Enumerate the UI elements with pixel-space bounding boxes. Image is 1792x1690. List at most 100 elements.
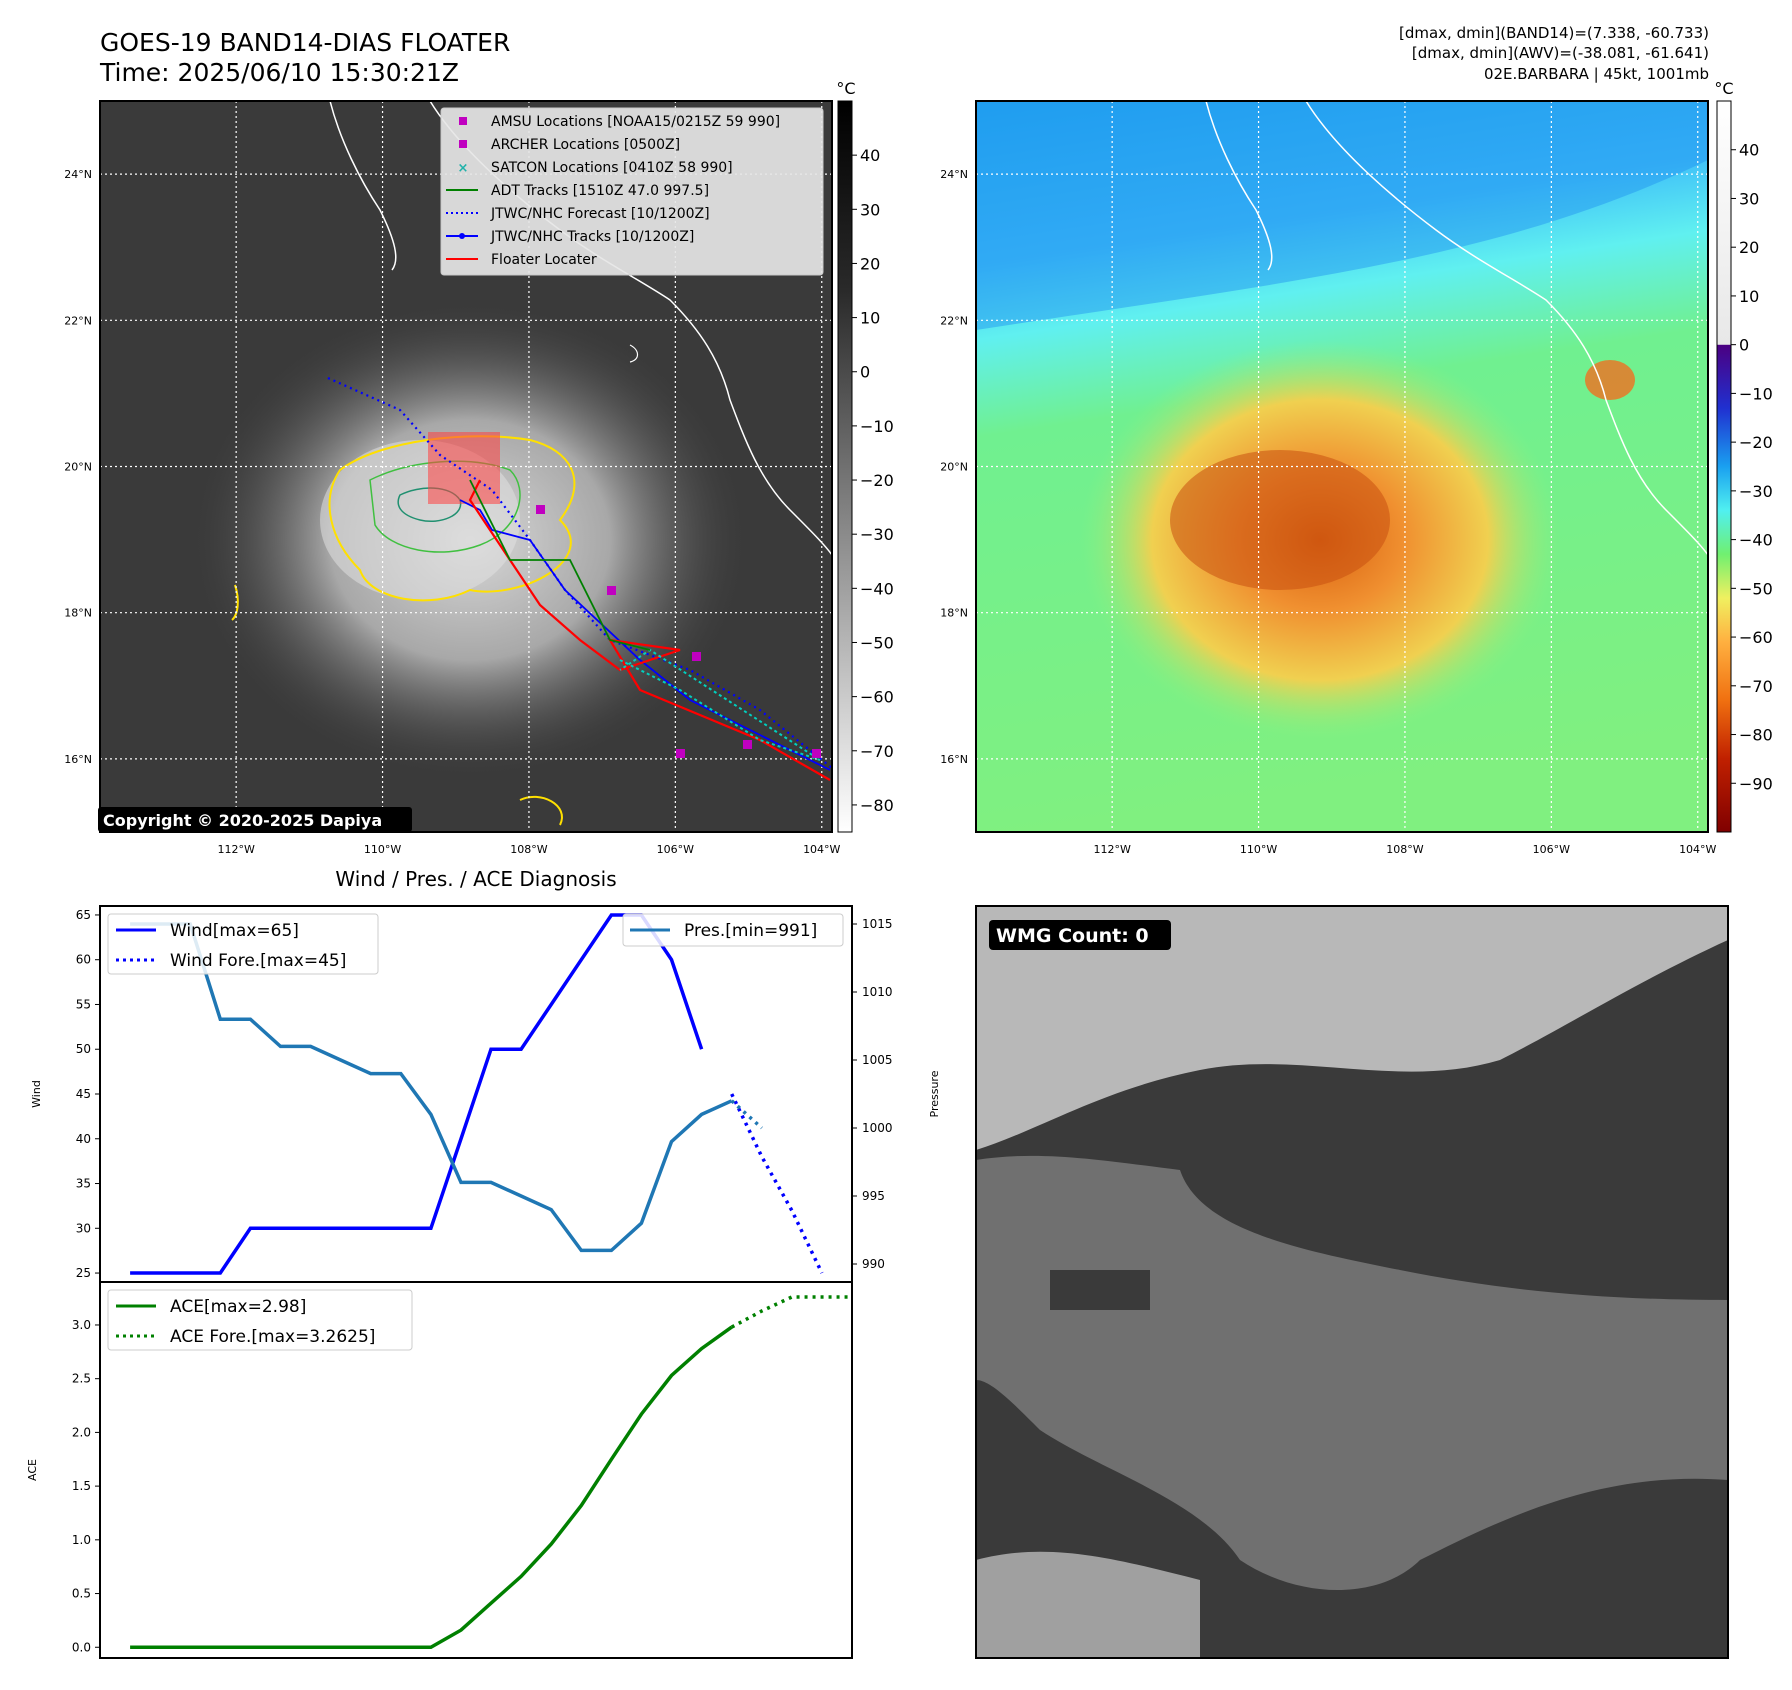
ir-lon-tick-label: 112°W [217, 843, 254, 856]
ace-tick-label: 0.5 [72, 1587, 91, 1601]
ace-fore-legend-label: ACE Fore.[max=3.2625] [170, 1327, 375, 1347]
awv-lon-tick-label: 112°W [1093, 843, 1130, 856]
pressure-tick-label: 1000 [862, 1121, 893, 1135]
pressure-tick-label: 1010 [862, 985, 893, 999]
ir-lon-tick-label: 108°W [510, 843, 547, 856]
ace-tick-label: 1.5 [72, 1479, 91, 1493]
wmg-dark-patch [1050, 1270, 1150, 1310]
colorbar-tick-label: −40 [860, 579, 894, 598]
legend-marker [459, 140, 467, 148]
colorbar-tick-label: −60 [860, 688, 894, 707]
colorbar-tick-label: −10 [860, 417, 894, 436]
ir-lat-tick-label: 16°N [64, 753, 92, 766]
colorbar-tick-label: −70 [860, 742, 894, 761]
wind-axis-label: Wind [30, 1080, 43, 1108]
legend-label: AMSU Locations [NOAA15/0215Z 59 990] [491, 114, 780, 130]
colorbar-tick-label: −30 [1739, 482, 1773, 501]
awv-lat-tick-label: 24°N [940, 168, 968, 181]
awv-colorbar-unit: °C [1714, 79, 1733, 98]
ir-map-frame [99, 100, 833, 833]
wmg-count-box [989, 920, 1171, 950]
ir-contour-yellow-south [519, 795, 563, 826]
ace-legend-label: ACE[max=2.98] [170, 1297, 306, 1317]
colorbar-tick-label: 20 [860, 254, 880, 273]
colorbar-tick-label: −70 [1739, 677, 1773, 696]
pressure-tick-label: 1005 [862, 1053, 893, 1067]
copyright-text: Copyright © 2020-2025 Dapiya [103, 811, 382, 830]
colorbar-tick-label: −80 [1739, 726, 1773, 745]
awv-lat-tick-label: 22°N [940, 314, 968, 327]
ir-colorbar-ramp [837, 100, 853, 833]
ace-tick-label: 1.0 [72, 1533, 91, 1547]
ir-lon-tick-label: 104°W [803, 843, 840, 856]
colorbar-tick-label: −50 [1739, 579, 1773, 598]
satcon-track [619, 648, 821, 761]
figure-title-line2: Time: 2025/06/10 15:30:21Z [100, 58, 459, 87]
legend-label: JTWC/NHC Forecast [10/1200Z] [490, 206, 710, 222]
legend-marker [459, 117, 467, 125]
copyright-box [98, 807, 412, 832]
legend-box [440, 107, 824, 276]
awv-dry-band [976, 101, 1708, 330]
awv-cold-core [1170, 450, 1390, 590]
colorbar-tick-label: 0 [1739, 336, 1749, 355]
adt-track [469, 479, 651, 651]
awv-lon-tick-label: 106°W [1533, 843, 1570, 856]
colorbar-tick-label: 10 [860, 309, 880, 328]
legend-label: SATCON Locations [0410Z 58 990] [491, 160, 733, 176]
wind-legend-box [107, 913, 379, 975]
pressure-tick-label: 990 [862, 1257, 885, 1271]
wmg-panel: WMG Count: 0 [975, 905, 1729, 1659]
colorbar-tick-label: −20 [860, 471, 894, 490]
ace-axis-label: ACE [26, 1459, 39, 1481]
colorbar-tick-label: 0 [860, 363, 870, 382]
ace-series-0 [130, 1325, 733, 1650]
wind-tick-label: 40 [76, 1132, 91, 1146]
colorbar-tick-label: −20 [1739, 433, 1773, 452]
track-legend: AMSU Locations [NOAA15/0215Z 59 990] ARCH… [440, 107, 824, 276]
wind-tick-label: 35 [76, 1177, 91, 1191]
ir-lat-tick-label: 18°N [64, 607, 92, 620]
pressure-legend-label: Pres.[min=991] [684, 921, 817, 941]
awv-lon-ticks: 112°W 110°W 108°W 106°W 104°W [1093, 843, 1716, 856]
dmax-dmin-awv: [dmax, dmin](AWV)=(-38.081, -61.641) [1411, 44, 1709, 62]
wind-pres-series-3 [730, 1099, 763, 1130]
awv-coastal-cell [1585, 360, 1635, 400]
figure-title-line1: GOES-19 BAND14-DIAS FLOATER [100, 28, 511, 57]
wind-tick-label: 55 [76, 997, 91, 1011]
ace-tick-label: 0.0 [72, 1640, 91, 1654]
ir-colorbar: °C 40 30 20 10 0 −10 −20 −30 −40 −50 −60 −70 −80 [836, 79, 894, 833]
wind-legend-label: Wind[max=65] [170, 921, 299, 941]
wmg-region-mid [976, 1155, 1728, 1590]
awv-lat-tick-label: 20°N [940, 461, 968, 474]
ace-tick-label: 2.0 [72, 1425, 91, 1439]
awv-gridlines [976, 101, 1708, 832]
legend-label: Floater Locater [491, 252, 597, 268]
awv-lat-tick-label: 18°N [940, 607, 968, 620]
awv-map-panel: 24°N 22°N 20°N 18°N 16°N 112°W 110°W 108°W 106°… [940, 100, 1717, 856]
ir-lat-tick-label: 24°N [64, 168, 92, 181]
dmax-dmin-band14: [dmax, dmin](BAND14)=(7.338, -60.733) [1398, 24, 1709, 42]
ir-contour-yellow-west [231, 584, 239, 621]
legend-marker [459, 233, 465, 239]
awv-lon-tick-label: 104°W [1679, 843, 1716, 856]
wmg-region-lower-light [976, 1551, 1200, 1658]
awv-lon-tick-label: 108°W [1386, 843, 1423, 856]
legend-marker: × [458, 161, 469, 176]
wind-pressure-chart: 25 30 35 40 45 50 55 60 65 990 995 1000 1005 1010 101… [30, 905, 941, 1283]
floater-locater-box [428, 432, 500, 504]
colorbar-tick-label: 40 [860, 146, 880, 165]
jtwc-nhc-track [459, 499, 831, 771]
wind-tick-label: 30 [76, 1221, 91, 1235]
colorbar-tick-label: −60 [1739, 628, 1773, 647]
colorbar-tick-label: 10 [1739, 287, 1759, 306]
ace-tick-label: 2.5 [72, 1372, 91, 1386]
ir-colorbar-unit: °C [836, 79, 855, 98]
wind-tick-label: 60 [76, 953, 91, 967]
wmg-frame [975, 905, 1729, 1659]
pressure-tick-label: 995 [862, 1189, 885, 1203]
ir-lat-tick-label: 20°N [64, 461, 92, 474]
awv-colorbar-ramp [1716, 100, 1732, 833]
pressure-legend-box [622, 913, 844, 947]
wind-tick-label: 50 [76, 1042, 91, 1056]
